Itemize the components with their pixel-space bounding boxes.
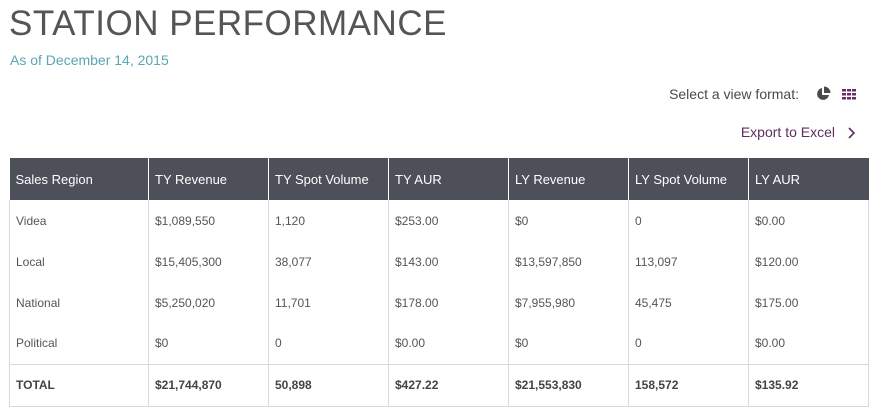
column-header[interactable]: TY AUR <box>388 158 509 200</box>
table-cell: $0 <box>508 323 629 364</box>
table-total-row: TOTAL $21,744,870 50,898 $427.22 $21,553… <box>9 363 869 407</box>
table-row: Local $15,405,300 38,077 $143.00 $13,597… <box>9 241 869 282</box>
view-format-label: Select a view format: <box>669 86 799 102</box>
table-cell: 38,077 <box>268 241 389 282</box>
table-row: National $5,250,020 11,701 $178.00 $7,95… <box>9 282 869 323</box>
table-cell: $7,955,980 <box>508 282 629 323</box>
pie-chart-icon[interactable] <box>815 86 831 102</box>
table-cell: 113,097 <box>628 241 749 282</box>
total-cell: TOTAL <box>9 363 149 407</box>
table-cell: $143.00 <box>388 241 509 282</box>
column-header[interactable]: LY AUR <box>748 158 869 200</box>
total-cell: $135.92 <box>748 363 869 407</box>
total-cell: $21,744,870 <box>148 363 269 407</box>
table-cell: 1,120 <box>268 200 389 241</box>
table-row: Videa $1,089,550 1,120 $253.00 $0 0 $0.0… <box>9 200 869 241</box>
table-cell: $15,405,300 <box>148 241 269 282</box>
table-row: Political $0 0 $0.00 $0 0 $0.00 <box>9 323 869 364</box>
table-cell: 0 <box>628 323 749 364</box>
table-cell: 0 <box>268 323 389 364</box>
table-cell: 45,475 <box>628 282 749 323</box>
table-cell: $0.00 <box>748 200 869 241</box>
column-header[interactable]: TY Revenue <box>148 158 269 200</box>
grid-icon[interactable] <box>841 86 857 102</box>
table-cell: Local <box>9 241 149 282</box>
table-cell: Political <box>9 323 149 364</box>
table-cell: $0 <box>508 200 629 241</box>
export-to-excel-link[interactable]: Export to Excel <box>741 124 857 140</box>
column-header[interactable]: LY Revenue <box>508 158 629 200</box>
table-cell: 0 <box>628 200 749 241</box>
table-cell: $175.00 <box>748 282 869 323</box>
as-of-date: As of December 14, 2015 <box>10 52 169 68</box>
table-cell: National <box>9 282 149 323</box>
table-cell: $0.00 <box>748 323 869 364</box>
column-header[interactable]: TY Spot Volume <box>268 158 389 200</box>
table-cell: $0.00 <box>388 323 509 364</box>
table-cell: $0 <box>148 323 269 364</box>
chevron-right-icon <box>847 126 857 139</box>
table-cell: $253.00 <box>388 200 509 241</box>
table-header-row: Sales Region TY Revenue TY Spot Volume T… <box>9 158 869 200</box>
view-format-selector: Select a view format: <box>669 86 857 102</box>
export-label: Export to Excel <box>740 124 835 140</box>
column-header[interactable]: LY Spot Volume <box>628 158 749 200</box>
table-cell: $13,597,850 <box>508 241 629 282</box>
station-performance-table: Sales Region TY Revenue TY Spot Volume T… <box>9 158 869 407</box>
table-cell: $5,250,020 <box>148 282 269 323</box>
table-cell: $178.00 <box>388 282 509 323</box>
page-title: STATION PERFORMANCE <box>9 4 447 43</box>
total-cell: $427.22 <box>388 363 509 407</box>
table-cell: 11,701 <box>268 282 389 323</box>
column-header[interactable]: Sales Region <box>9 158 149 200</box>
total-cell: 50,898 <box>268 363 389 407</box>
total-cell: 158,572 <box>628 363 749 407</box>
total-cell: $21,553,830 <box>508 363 629 407</box>
table-cell: $1,089,550 <box>148 200 269 241</box>
table-cell: Videa <box>9 200 149 241</box>
table-cell: $120.00 <box>748 241 869 282</box>
